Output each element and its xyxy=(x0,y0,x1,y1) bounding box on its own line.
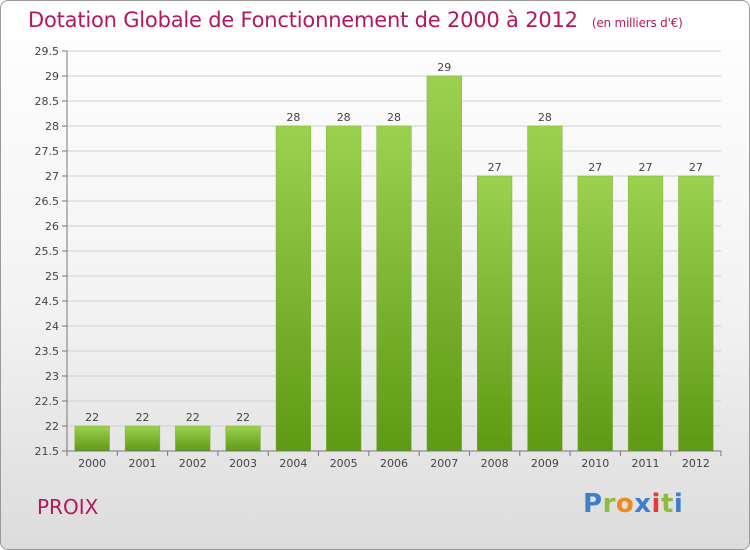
data-label: 27 xyxy=(488,161,502,174)
y-tick-label: 23.5 xyxy=(35,345,60,358)
y-tick-label: 23 xyxy=(45,370,59,383)
bar xyxy=(74,425,110,452)
y-tick-label: 24 xyxy=(45,320,59,333)
y-tick-label: 21.5 xyxy=(35,445,60,458)
logo-letter: i xyxy=(651,489,661,519)
y-tick-label: 27.5 xyxy=(35,145,60,158)
x-tick-label: 2003 xyxy=(229,457,257,470)
bar xyxy=(627,175,664,452)
x-tick-label: 2002 xyxy=(179,457,207,470)
y-tick-label: 28 xyxy=(45,120,59,133)
x-tick-label: 2008 xyxy=(481,457,509,470)
bar xyxy=(326,125,362,452)
x-tick-label: 2005 xyxy=(330,457,358,470)
y-tick-label: 24.5 xyxy=(35,295,60,308)
x-tick-label: 2001 xyxy=(128,457,156,470)
data-label: 27 xyxy=(639,161,653,174)
title-text: Dotation Globale de Fonctionnement de 20… xyxy=(28,8,578,32)
x-tick-label: 2012 xyxy=(682,457,710,470)
bar xyxy=(477,175,513,452)
logo-letter: P xyxy=(583,489,603,519)
data-label: 28 xyxy=(286,111,300,124)
bar xyxy=(577,175,613,452)
x-tick-label: 2009 xyxy=(531,457,559,470)
bars xyxy=(74,75,714,452)
x-tick-label: 2000 xyxy=(78,457,106,470)
data-labels: 22 22 22 22 28 28 28 29 27 28 27 27 27 xyxy=(85,61,703,424)
y-tick-label: 27 xyxy=(45,170,59,183)
axes xyxy=(66,51,721,452)
y-tick-label: 29 xyxy=(45,70,59,83)
y-axis-ticks: 21.5 22 22.5 23 23.5 24 24.5 25 25.5 26 26.5 27 27.5… xyxy=(35,45,67,458)
bar xyxy=(225,425,261,452)
y-tick-label: 22 xyxy=(45,420,59,433)
data-label: 29 xyxy=(437,61,451,74)
y-tick-label: 29.5 xyxy=(35,45,60,58)
x-tick-label: 2006 xyxy=(380,457,408,470)
data-label: 22 xyxy=(135,411,149,424)
y-tick-label: 25.5 xyxy=(35,245,60,258)
place-name: PROIX xyxy=(37,495,99,519)
chart-subtitle: (en milliers d'€) xyxy=(591,16,683,30)
logo-letter: r xyxy=(602,489,616,519)
data-label: 28 xyxy=(337,111,351,124)
y-tick-label: 25 xyxy=(45,270,59,283)
logo-letter: t xyxy=(660,489,674,519)
data-label: 28 xyxy=(538,111,552,124)
bar xyxy=(275,125,311,452)
y-tick-label: 26 xyxy=(45,220,59,233)
data-label: 22 xyxy=(186,411,200,424)
data-label: 28 xyxy=(387,111,401,124)
data-label: 27 xyxy=(689,161,703,174)
data-label: 22 xyxy=(236,411,250,424)
bar xyxy=(426,75,462,452)
proxiti-logo[interactable]: Proxiti xyxy=(583,489,683,519)
x-tick-label: 2004 xyxy=(279,457,307,470)
data-label: 27 xyxy=(588,161,602,174)
y-tick-label: 26.5 xyxy=(35,195,60,208)
bar xyxy=(376,125,412,452)
x-axis-ticks: 2000 2001 2002 2003 2004 2005 2006 2007 2008 2009… xyxy=(66,451,722,470)
y-tick-label: 22.5 xyxy=(35,395,60,408)
chart-title: Dotation Globale de Fonctionnement de 20… xyxy=(28,8,683,32)
bar xyxy=(527,125,563,452)
logo-letter: o xyxy=(615,489,635,519)
x-tick-label: 2007 xyxy=(430,457,458,470)
y-tick-label: 28.5 xyxy=(35,95,60,108)
logo-letter: i xyxy=(673,489,684,519)
data-label: 22 xyxy=(85,411,99,424)
bar xyxy=(678,175,714,452)
bar xyxy=(124,425,161,452)
logo-letter: x xyxy=(634,489,652,519)
bar xyxy=(175,425,211,452)
x-tick-label: 2010 xyxy=(581,457,609,470)
x-tick-label: 2011 xyxy=(632,457,660,470)
